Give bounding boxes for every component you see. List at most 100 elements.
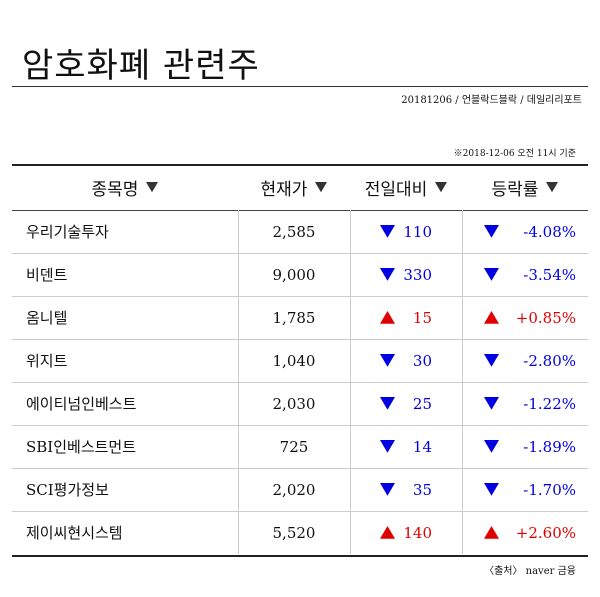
arrow-icon <box>380 268 395 281</box>
table-cell: 우리기술투자 <box>26 210 236 253</box>
arrow-icon <box>484 440 499 453</box>
table-cell: 725 <box>238 425 350 468</box>
table-cell: -4.08% <box>484 210 576 253</box>
cell-text: 140 <box>403 523 432 542</box>
table-cell: 25 <box>380 382 460 425</box>
column-header: 현재가 <box>238 165 350 210</box>
arrow-icon <box>484 225 499 238</box>
arrow-icon <box>484 268 499 281</box>
cell-text: 2,020 <box>272 480 316 499</box>
column-rule <box>238 425 239 468</box>
row-rule <box>12 468 588 469</box>
cell-text: 35 <box>412 480 432 499</box>
header-text: 현재가 <box>260 180 308 200</box>
arrow-icon <box>380 440 395 453</box>
source: 〈출처〉 naver 금융 <box>484 566 576 577</box>
cell-text: 5,520 <box>272 523 316 542</box>
table-cell: 2,585 <box>238 210 350 253</box>
cell-text: 725 <box>279 437 309 456</box>
column-header: 전일대비 <box>350 165 462 210</box>
arrow-icon <box>380 483 395 496</box>
table-cell: SBI인베스트먼트 <box>26 425 236 468</box>
note: ※2018-12-06 오전 11시 기준 <box>453 149 576 159</box>
cell-text: 옴니텔 <box>26 309 68 327</box>
arrow-icon <box>380 526 395 539</box>
cell-text: 비덴트 <box>26 266 68 284</box>
arrow-icon <box>546 182 559 193</box>
cell-text: 제이씨현시스템 <box>26 524 123 542</box>
column-rule <box>238 468 239 511</box>
arrow-icon <box>315 182 328 193</box>
column-rule <box>462 382 463 425</box>
table-cell: 에이티넘인베스트 <box>26 382 236 425</box>
table-cell: 제이씨현시스템 <box>26 511 236 554</box>
table-cell: 330 <box>380 253 460 296</box>
column-rule <box>462 468 463 511</box>
table-cell: -1.89% <box>484 425 576 468</box>
column-rule <box>462 339 463 382</box>
cell-text: SCI평가정보 <box>26 481 109 499</box>
arrow-icon <box>484 311 499 324</box>
table-cell: 비덴트 <box>26 253 236 296</box>
column-rule <box>462 296 463 339</box>
cell-text: 1,040 <box>272 351 316 370</box>
column-rule <box>238 339 239 382</box>
column-header: 등락률 <box>462 165 588 210</box>
arrow-icon <box>484 354 499 367</box>
table-cell: 5,520 <box>238 511 350 554</box>
cell-text: -2.80% <box>523 351 576 370</box>
cell-text: 110 <box>403 222 432 241</box>
table-cell: +2.60% <box>484 511 576 554</box>
cell-text: 15 <box>412 308 432 327</box>
cell-text: 1,785 <box>272 308 316 327</box>
row-rule <box>12 511 588 512</box>
arrow-icon <box>484 397 499 410</box>
table-cell: 1,040 <box>238 339 350 382</box>
table-bottom-rule <box>12 555 588 557</box>
cell-text: 2,585 <box>272 222 316 241</box>
column-rule <box>238 210 239 253</box>
table-top-rule <box>12 164 588 166</box>
column-rule <box>462 511 463 554</box>
column-rule <box>238 253 239 296</box>
cell-text: +2.60% <box>515 523 576 542</box>
table-cell: +0.85% <box>484 296 576 339</box>
table-cell: 옴니텔 <box>26 296 236 339</box>
column-rule <box>350 339 351 382</box>
cell-text: -1.89% <box>523 437 576 456</box>
column-rule <box>350 511 351 554</box>
header-rule <box>12 210 588 211</box>
cell-text: 25 <box>412 394 432 413</box>
cell-text: 에이티넘인베스트 <box>26 395 137 413</box>
row-rule <box>12 382 588 383</box>
table-cell: 140 <box>380 511 460 554</box>
row-rule <box>12 253 588 254</box>
row-rule <box>12 339 588 340</box>
cell-text: -4.08% <box>523 222 576 241</box>
cell-text: -1.22% <box>523 394 576 413</box>
table-cell: SCI평가정보 <box>26 468 236 511</box>
table-cell: -2.80% <box>484 339 576 382</box>
title-rule <box>12 86 588 87</box>
arrow-icon <box>380 311 395 324</box>
title: 암호화폐 관련주 <box>22 46 260 86</box>
column-rule <box>350 468 351 511</box>
table-cell: 35 <box>380 468 460 511</box>
column-rule <box>350 253 351 296</box>
cell-text: 2,030 <box>272 394 316 413</box>
column-rule <box>238 296 239 339</box>
column-rule <box>462 210 463 253</box>
cell-text: -3.54% <box>523 265 576 284</box>
table-cell: -3.54% <box>484 253 576 296</box>
column-rule <box>238 511 239 554</box>
cell-text: 우리기술투자 <box>26 223 109 241</box>
column-rule <box>350 382 351 425</box>
table-cell: 14 <box>380 425 460 468</box>
column-rule <box>462 253 463 296</box>
arrow-icon <box>146 182 159 193</box>
row-rule <box>12 296 588 297</box>
arrow-icon <box>380 354 395 367</box>
arrow-icon <box>484 526 499 539</box>
table-cell: -1.70% <box>484 468 576 511</box>
subtitle: 20181206 / 언블락드블락 / 데일리리포트 <box>401 95 582 106</box>
